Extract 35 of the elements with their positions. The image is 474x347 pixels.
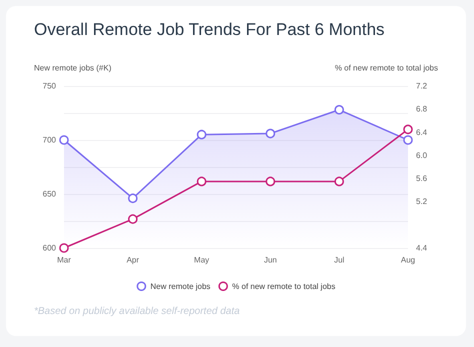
point [403,124,413,134]
point [196,130,206,140]
point [128,214,138,224]
y-tick-label: 750 [42,82,57,90]
point [196,176,206,186]
x-tick-label: May [194,256,210,264]
chart-title: Overall Remote Job Trends For Past 6 Months [34,20,385,40]
point [128,194,138,204]
x-tick-label: Mar [57,256,72,264]
point [334,176,344,186]
y2-axis-title: % of new remote to total jobs [334,64,438,72]
x-tick-label: Jul [334,256,345,264]
y2-tick-label: 6.8 [416,104,428,114]
legend-label: New remote jobs [150,282,210,291]
y-tick-label: 700 [42,136,57,144]
y2-tick-label: 5.6 [416,174,428,184]
x-tick-label: Apr [126,256,140,264]
point [266,128,276,138]
y-tick-label: 650 [42,190,57,198]
legend-label: % of new remote to total jobs [232,282,336,291]
text: *Based on publicly available self-reported data [34,306,240,317]
y2-tick-label: 5.2 [416,197,428,206]
x-tick-label: Jun [264,256,277,264]
point [59,135,69,145]
x-tick-label: Aug [400,256,416,264]
point [266,176,276,186]
point [403,135,413,145]
y2-tick-label: 6.4 [416,128,428,137]
y-axis-title: New remote jobs (#K) [34,64,112,72]
point [59,243,69,253]
point [334,105,344,115]
y2-tick-label: 7.2 [416,82,428,90]
y-tick-label: 600 [42,244,57,252]
y2-tick-label: 6.0 [416,150,428,160]
y2-tick-label: 4.4 [416,244,428,252]
